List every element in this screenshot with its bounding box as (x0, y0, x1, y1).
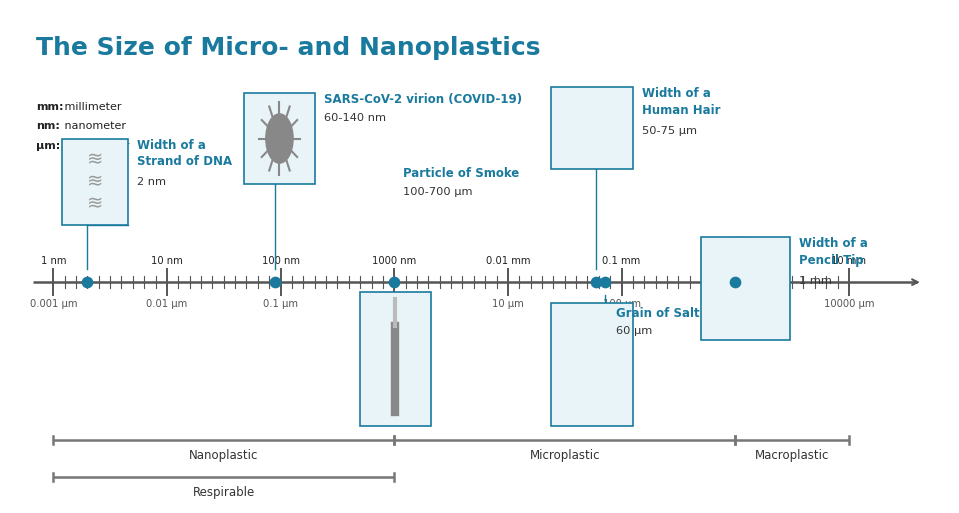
Text: Width of a
Pencil Tip: Width of a Pencil Tip (799, 237, 868, 267)
Text: nanometer: nanometer (61, 121, 127, 131)
Text: Respirable: Respirable (193, 486, 255, 499)
Text: millimeter: millimeter (61, 102, 122, 111)
Text: 10 mm: 10 mm (831, 256, 866, 266)
Text: Microplastic: Microplastic (529, 449, 600, 462)
Text: 10 nm: 10 nm (152, 256, 183, 266)
Text: 1 mm: 1 mm (721, 256, 750, 266)
Point (268, 278, 283, 286)
Text: Width of a
Human Hair: Width of a Human Hair (642, 87, 720, 117)
Point (589, 278, 604, 286)
Text: Grain of Salt: Grain of Salt (616, 307, 699, 320)
Text: 0.01 mm: 0.01 mm (485, 256, 530, 266)
Bar (701, 237, 790, 340)
Text: 1000 nm: 1000 nm (372, 256, 416, 266)
Text: Width of a
Strand of DNA: Width of a Strand of DNA (137, 139, 232, 168)
Text: 100-700 μm: 100-700 μm (404, 187, 473, 196)
Text: 50-75 μm: 50-75 μm (642, 126, 697, 136)
Text: mm:: mm: (36, 102, 63, 111)
Text: Macroplastic: Macroplastic (755, 449, 830, 462)
Text: 60 μm: 60 μm (616, 326, 652, 336)
Text: μm:: μm: (36, 141, 60, 150)
Bar (62, 139, 129, 225)
Text: SARS-CoV-2 virion (COVID-19): SARS-CoV-2 virion (COVID-19) (324, 93, 522, 106)
Bar (551, 87, 633, 169)
Text: 0.1 μm: 0.1 μm (263, 299, 298, 308)
Point (80, 278, 95, 286)
Text: 100 nm: 100 nm (262, 256, 299, 266)
Bar (361, 292, 431, 426)
Bar (245, 93, 315, 184)
Text: 60-140 nm: 60-140 nm (324, 113, 386, 123)
Circle shape (266, 114, 293, 163)
Text: Nanoplastic: Nanoplastic (189, 449, 259, 462)
Text: 1000 μm: 1000 μm (713, 299, 758, 308)
Text: micrometer: micrometer (61, 141, 129, 150)
Text: 10000 μm: 10000 μm (824, 299, 875, 308)
Text: 0.001 μm: 0.001 μm (30, 299, 77, 308)
Text: 100 μm: 100 μm (602, 299, 641, 308)
Text: 1 mm: 1 mm (799, 276, 831, 286)
Point (728, 278, 743, 286)
Text: 1 μm: 1 μm (382, 299, 407, 308)
Bar (551, 303, 633, 426)
Point (386, 278, 402, 286)
Text: 0.01 μm: 0.01 μm (147, 299, 188, 308)
Point (596, 278, 612, 286)
Text: The Size of Micro- and Nanoplastics: The Size of Micro- and Nanoplastics (36, 36, 541, 60)
Text: 1 nm: 1 nm (40, 256, 66, 266)
Text: ≋
≋
≋: ≋ ≋ ≋ (87, 150, 104, 213)
Text: 2 nm: 2 nm (137, 177, 166, 187)
Text: 10 μm: 10 μm (492, 299, 524, 308)
Text: 0.1 mm: 0.1 mm (602, 256, 641, 266)
Text: Particle of Smoke: Particle of Smoke (404, 167, 520, 180)
Text: nm:: nm: (36, 121, 60, 131)
